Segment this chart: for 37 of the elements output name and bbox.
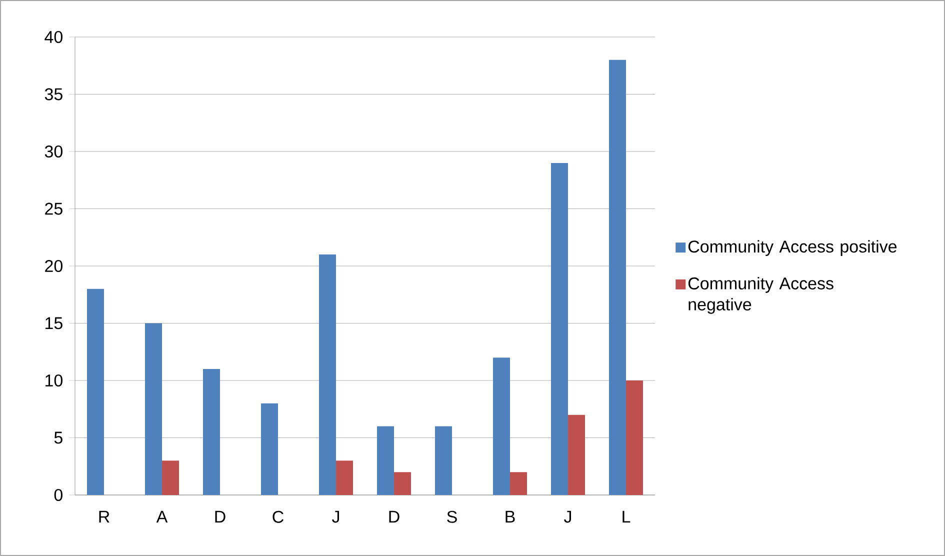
y-tick-label: 10 [46, 374, 62, 387]
bar [493, 358, 510, 495]
bar [336, 460, 354, 495]
bar [435, 426, 452, 495]
y-tick-label: 0 [54, 488, 62, 502]
y-tick-label: 30 [44, 145, 62, 158]
bar [626, 380, 644, 495]
x-tick-label: D [215, 510, 226, 523]
y-tick-label: 25 [45, 202, 62, 215]
bar [377, 426, 394, 495]
bar [261, 403, 278, 495]
x-tick-label: C [272, 510, 284, 523]
y-tick-label: 20 [45, 260, 62, 272]
legend-label: Community Access positive [688, 240, 897, 256]
y-tick-label: 5 [54, 432, 62, 444]
x-tick-label: L [622, 510, 630, 523]
bar [87, 288, 104, 495]
bar [551, 162, 568, 495]
bar [162, 460, 180, 495]
x-tick-label: A [156, 510, 168, 523]
x-tick-label: S [447, 510, 457, 523]
bar [394, 472, 412, 495]
bar [145, 323, 162, 495]
x-tick-label: J [564, 510, 572, 523]
bar [568, 414, 586, 495]
x-tick-label: J [332, 510, 340, 523]
legend-label: Community Access negative [688, 276, 834, 314]
bar [510, 472, 528, 495]
y-tick-label: 40 [44, 30, 62, 44]
bar [203, 369, 220, 495]
x-tick-label: B [506, 510, 515, 523]
bar [319, 254, 336, 495]
x-tick-label: D [389, 510, 400, 523]
y-tick-label: 35 [44, 88, 62, 100]
y-tick-label: 15 [46, 317, 62, 330]
x-tick-label: R [99, 510, 110, 523]
bar [609, 60, 626, 495]
